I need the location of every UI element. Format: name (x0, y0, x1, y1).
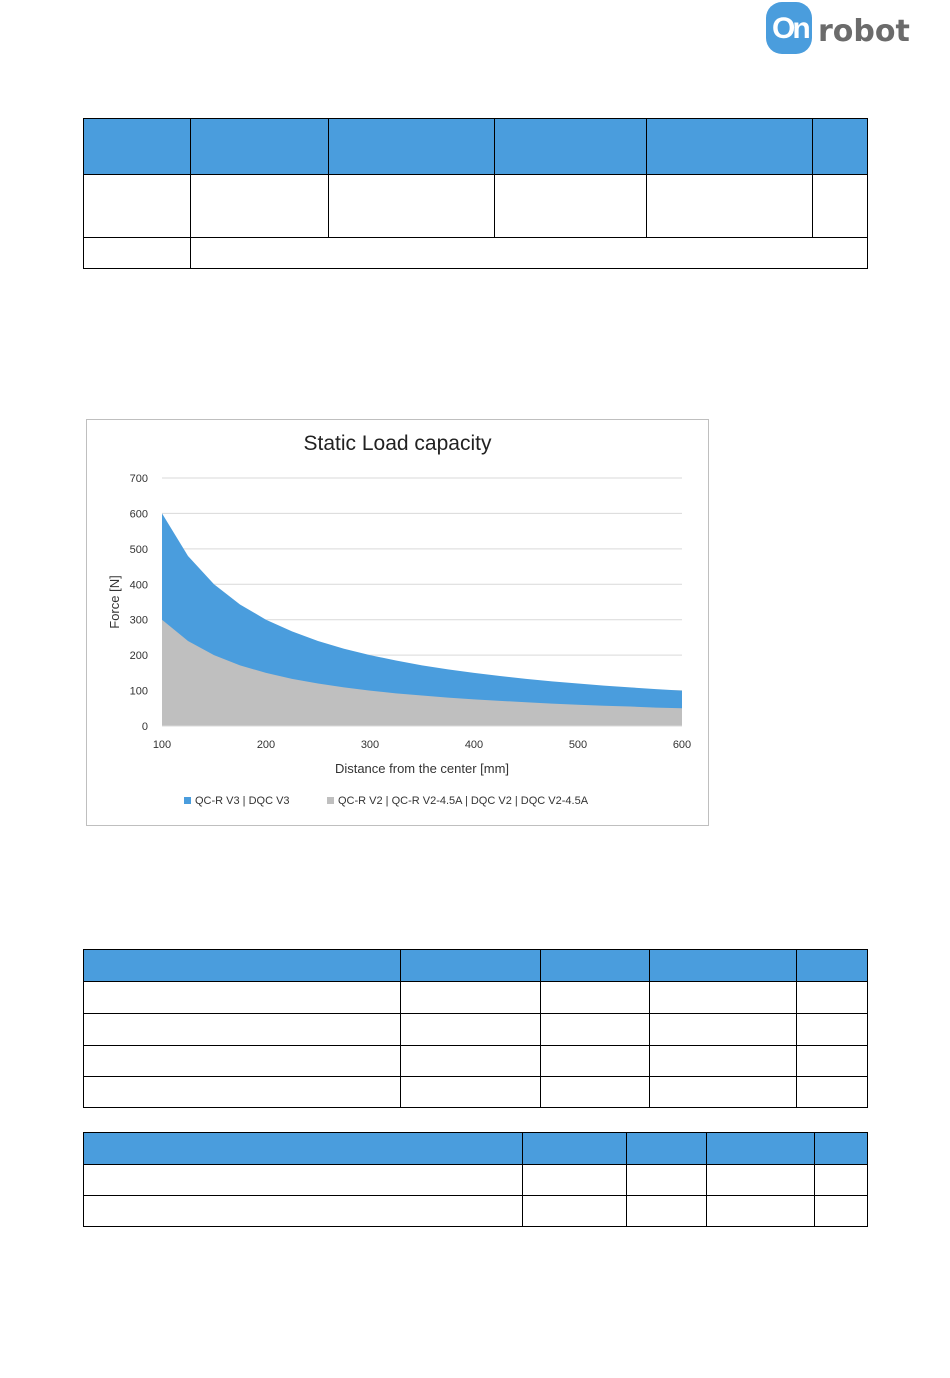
table-header-cell (540, 949, 650, 982)
table-header-cell (812, 118, 868, 175)
table-cell (328, 174, 495, 238)
table-cell (706, 1164, 815, 1196)
legend-label: QC-R V2 | QC-R V2-4.5A | DQC V2 | DQC V2… (338, 795, 589, 807)
table-cell (400, 1076, 541, 1108)
y-tick-label: 100 (130, 686, 148, 698)
y-tick-label: 700 (130, 473, 148, 485)
table-cell (83, 1045, 401, 1077)
table-header-cell (814, 1132, 868, 1165)
y-tick-label: 600 (130, 508, 148, 520)
table-row (83, 174, 868, 238)
legend-label: QC-R V3 | DQC V3 (195, 795, 290, 807)
table-header-cell (649, 949, 797, 982)
table-cell (812, 174, 868, 238)
table-cell (522, 1195, 627, 1227)
table-cell (814, 1164, 868, 1196)
table-cell (646, 174, 813, 238)
table-header-cell (706, 1132, 815, 1165)
area-series (162, 619, 682, 726)
table-header-cell (83, 1132, 523, 1165)
table-header-cell (646, 118, 813, 175)
table-cell (540, 1013, 650, 1046)
table-row (83, 1013, 868, 1046)
chart-plot: 0 100 200 300 400 500 600 700 100 200 300 400 500 600… (107, 473, 691, 807)
spec-table-bottom (83, 1132, 868, 1227)
x-tick-label: 600 (673, 739, 691, 751)
table-cell (649, 1013, 797, 1046)
y-tick-label: 200 (130, 650, 148, 662)
spec-table-top (83, 118, 868, 269)
table-cell (83, 1195, 523, 1227)
x-axis-title: Distance from the center [mm] (335, 761, 509, 776)
table-cell (400, 981, 541, 1014)
table-header-cell (328, 118, 495, 175)
table-cell (706, 1195, 815, 1227)
x-tick-label: 100 (153, 739, 171, 751)
table-cell (796, 1076, 868, 1108)
logo-mark-text: On (772, 12, 811, 45)
logo-text: robot (818, 14, 910, 49)
table-cell-merged (190, 237, 868, 269)
table-cell (522, 1164, 627, 1196)
table-header-row (83, 949, 868, 982)
table-cell (83, 981, 401, 1014)
table-header-cell (522, 1132, 627, 1165)
x-tick-label: 200 (257, 739, 275, 751)
spec-table-middle (83, 949, 868, 1108)
table-header-cell (83, 118, 191, 175)
table-cell (83, 1076, 401, 1108)
table-row (83, 1195, 868, 1227)
table-cell (626, 1195, 707, 1227)
table-cell (649, 1076, 797, 1108)
table-cell (540, 981, 650, 1014)
y-axis-title: Force [N] (107, 575, 122, 628)
y-tick-label: 0 (142, 721, 148, 733)
table-cell (83, 1013, 401, 1046)
table-cell (796, 981, 868, 1014)
legend-swatch (184, 797, 191, 804)
table-cell (190, 174, 329, 238)
table-cell (649, 981, 797, 1014)
table-cell (83, 237, 191, 269)
table-header-cell (190, 118, 329, 175)
table-header-cell (400, 949, 541, 982)
x-tick-label: 300 (361, 739, 379, 751)
table-cell (400, 1013, 541, 1046)
onrobot-logo: On robot (766, 2, 910, 54)
table-cell (540, 1045, 650, 1077)
table-header-row (83, 1132, 868, 1165)
table-cell (83, 174, 191, 238)
table-cell (540, 1076, 650, 1108)
table-header-cell (796, 949, 868, 982)
table-row (83, 1045, 868, 1077)
table-header-cell (626, 1132, 707, 1165)
table-cell (796, 1045, 868, 1077)
x-tick-label: 500 (569, 739, 587, 751)
table-row (83, 1164, 868, 1196)
table-header-cell (494, 118, 647, 175)
chart-title: Static Load capacity (303, 432, 492, 455)
y-tick-label: 400 (130, 579, 148, 591)
table-cell (494, 174, 647, 238)
table-row (83, 1076, 868, 1108)
table-cell (83, 1164, 523, 1196)
y-tick-label: 500 (130, 544, 148, 556)
table-cell (400, 1045, 541, 1077)
table-row (83, 237, 868, 269)
table-row (83, 981, 868, 1014)
table-cell (796, 1013, 868, 1046)
x-tick-label: 400 (465, 739, 483, 751)
table-cell (649, 1045, 797, 1077)
logo-mark: On (766, 2, 812, 54)
static-load-chart: Static Load capacity 0 100 200 300 400 500 600… (86, 419, 709, 826)
table-header-cell (83, 949, 401, 982)
y-tick-label: 300 (130, 615, 148, 627)
area-series (162, 513, 682, 726)
table-header-row (83, 118, 868, 175)
legend-swatch (327, 797, 334, 804)
table-cell (814, 1195, 868, 1227)
table-cell (626, 1164, 707, 1196)
